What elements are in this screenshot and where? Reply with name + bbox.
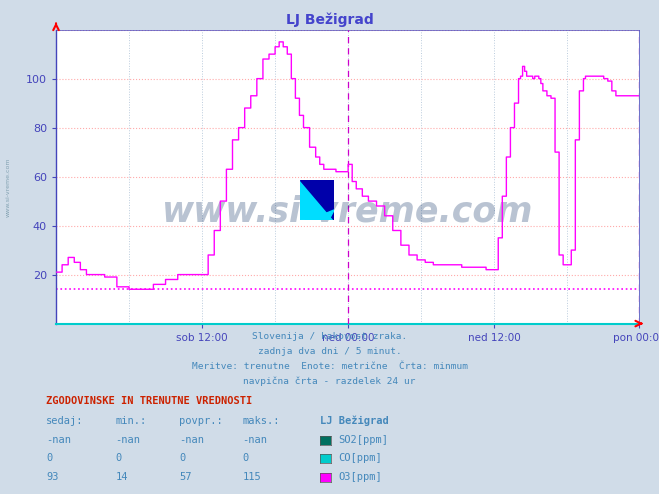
Text: www.si-vreme.com: www.si-vreme.com [162,195,533,229]
Text: -nan: -nan [115,435,140,445]
Polygon shape [300,180,334,220]
Text: ZGODOVINSKE IN TRENUTNE VREDNOSTI: ZGODOVINSKE IN TRENUTNE VREDNOSTI [46,396,252,406]
Text: LJ Bežigrad: LJ Bežigrad [320,416,388,426]
Text: Slovenija / kakovost zraka.: Slovenija / kakovost zraka. [252,332,407,341]
Text: O3[ppm]: O3[ppm] [338,472,382,482]
Text: 0: 0 [115,453,121,463]
Text: 0: 0 [46,453,52,463]
Text: -nan: -nan [243,435,268,445]
Text: 115: 115 [243,472,261,482]
Polygon shape [300,180,334,220]
Text: Meritve: trenutne  Enote: metrične  Črta: minmum: Meritve: trenutne Enote: metrične Črta: … [192,362,467,370]
Text: -nan: -nan [46,435,71,445]
Text: min.:: min.: [115,416,146,426]
Text: LJ Bežigrad: LJ Bežigrad [285,12,374,27]
Text: maks.:: maks.: [243,416,280,426]
Text: 0: 0 [179,453,185,463]
Text: navpična črta - razdelek 24 ur: navpična črta - razdelek 24 ur [243,376,416,386]
Text: SO2[ppm]: SO2[ppm] [338,435,388,445]
Text: 0: 0 [243,453,248,463]
Text: 93: 93 [46,472,59,482]
Polygon shape [300,180,334,220]
Text: -nan: -nan [179,435,204,445]
Polygon shape [305,210,334,220]
Text: sedaj:: sedaj: [46,416,84,426]
Text: 14: 14 [115,472,128,482]
Text: povpr.:: povpr.: [179,416,223,426]
Text: CO[ppm]: CO[ppm] [338,453,382,463]
Text: zadnja dva dni / 5 minut.: zadnja dva dni / 5 minut. [258,347,401,356]
Text: www.si-vreme.com: www.si-vreme.com [5,158,11,217]
Text: 57: 57 [179,472,192,482]
